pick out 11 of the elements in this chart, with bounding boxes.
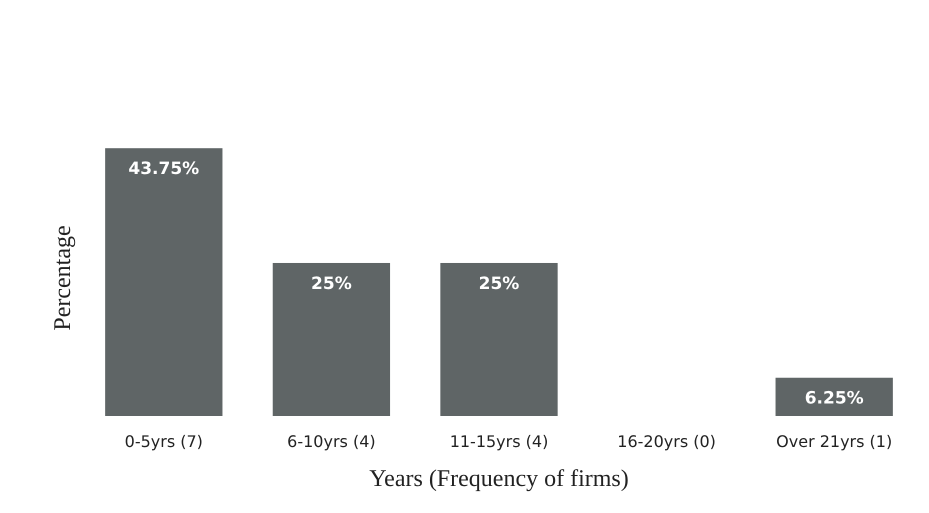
data-label: 25% <box>478 274 520 294</box>
data-label: 43.75% <box>128 159 200 180</box>
x-tick-label: 16-20yrs (0) <box>617 432 716 451</box>
data-label: 25% <box>311 274 352 294</box>
data-label: 6.25% <box>804 388 864 409</box>
x-tick-label: Over 21yrs (1) <box>776 432 892 451</box>
y-axis-title: Percentage <box>50 225 76 331</box>
x-axis-title: Years (Frequency of firms) <box>369 466 629 492</box>
x-tick-label: 6-10yrs (4) <box>287 432 376 451</box>
x-tick-label: 0-5yrs (7) <box>124 432 203 451</box>
x-tick-label: 11-15yrs (4) <box>450 432 548 451</box>
